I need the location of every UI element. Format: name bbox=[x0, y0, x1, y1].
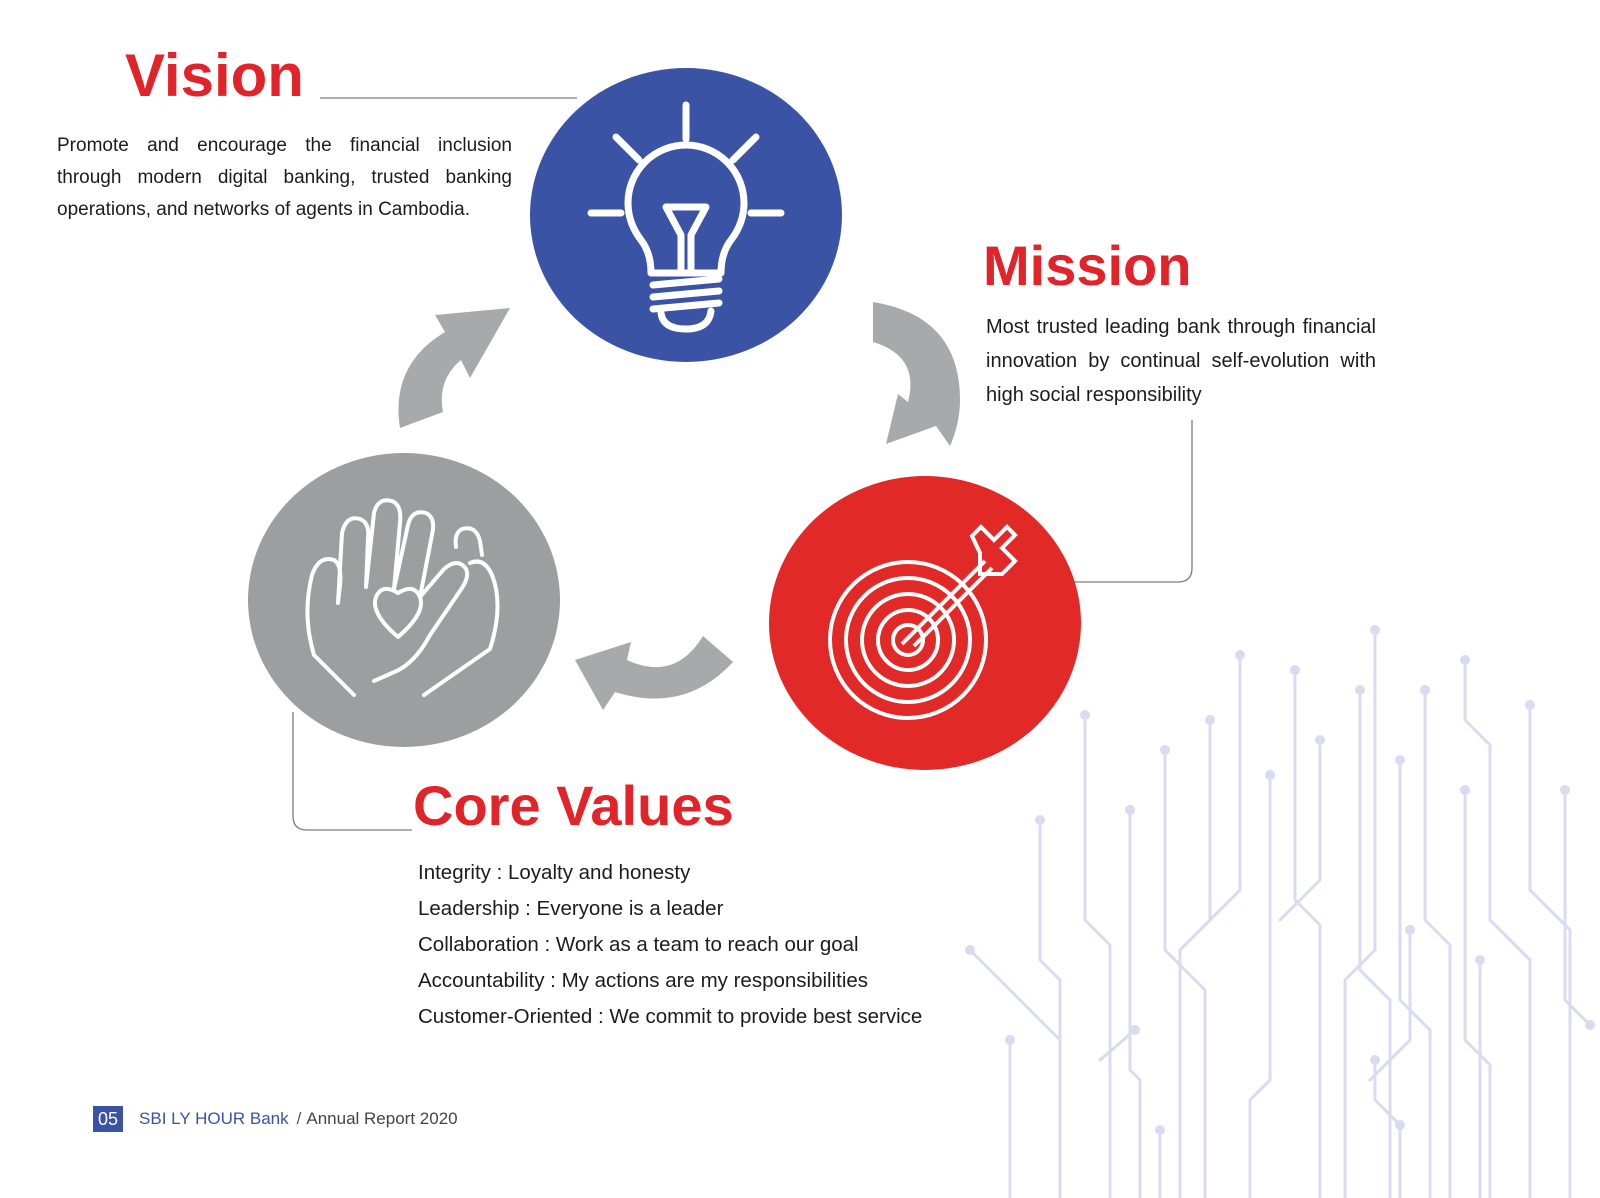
curved-arrow-icon bbox=[398, 308, 510, 428]
curved-arrow-icon bbox=[873, 302, 960, 446]
core-values-list: Integrity : Loyalty and honesty Leadersh… bbox=[418, 855, 922, 1035]
vision-title: Vision bbox=[125, 42, 304, 109]
footer-bank-name: SBI LY HOUR Bank bbox=[139, 1109, 289, 1128]
footer-separator: / bbox=[296, 1109, 302, 1128]
core-values-title: Core Values bbox=[413, 774, 734, 837]
vision-description: Promote and encourage the financial incl… bbox=[57, 135, 512, 220]
vision-circle bbox=[530, 68, 842, 362]
page-number: 05 bbox=[93, 1106, 124, 1132]
hands-heart-icon bbox=[305, 498, 500, 697]
lightbulb-icon bbox=[587, 101, 785, 333]
circuit-decoration bbox=[965, 625, 1595, 1198]
list-item: Leadership : Everyone is a leader bbox=[418, 897, 724, 920]
list-item: Integrity : Loyalty and honesty bbox=[418, 861, 691, 884]
list-item: Customer-Oriented : We commit to provide… bbox=[418, 1005, 923, 1028]
page-footer: 05 SBI LY HOUR Bank / Annual Report 2020 bbox=[93, 1105, 458, 1133]
list-item: Accountability : My actions are my respo… bbox=[418, 969, 869, 992]
mission-description: Most trusted leading bank through financ… bbox=[986, 316, 1376, 406]
curved-arrow-icon bbox=[575, 636, 733, 710]
target-icon bbox=[828, 524, 1018, 720]
mission-circle bbox=[769, 476, 1081, 770]
core-values-circle bbox=[248, 453, 560, 747]
mission-title: Mission bbox=[983, 234, 1192, 297]
footer-report-title: Annual Report 2020 bbox=[306, 1109, 458, 1128]
list-item: Collaboration : Work as a team to reach … bbox=[418, 933, 859, 956]
